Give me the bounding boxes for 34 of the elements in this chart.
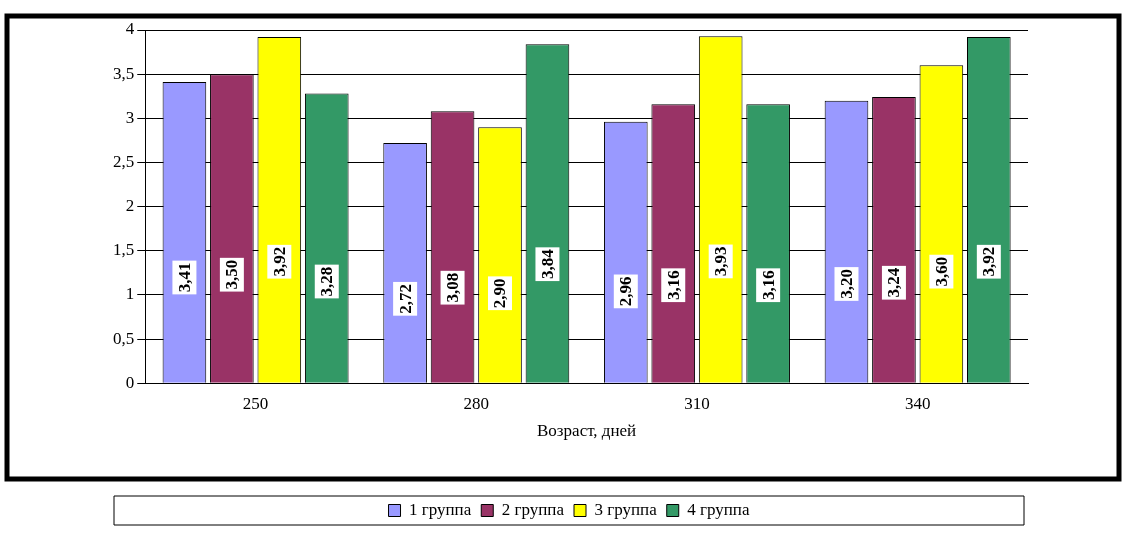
data-label: 3,28 <box>317 266 337 297</box>
x-tick-label: 280 <box>463 393 490 413</box>
y-tick-label: 1 <box>125 284 135 304</box>
legend-label: 2 группа <box>501 499 565 519</box>
data-label: 3,24 <box>884 267 904 298</box>
data-label: 3,20 <box>836 269 856 299</box>
x-tick-label: 340 <box>904 393 931 413</box>
y-tick-label: 0,5 <box>113 328 135 348</box>
legend-label: 4 группа <box>687 499 750 519</box>
legend-label: 3 группа <box>594 499 658 519</box>
data-label: 3,08 <box>442 272 462 303</box>
x-axis-title: Возраст, дней <box>537 421 637 441</box>
data-label: 3,93 <box>711 246 731 277</box>
y-tick-label: 0 <box>125 372 135 392</box>
data-label: 3,41 <box>174 262 194 293</box>
data-label: 2,72 <box>395 283 415 314</box>
x-tick-label: 250 <box>242 393 269 413</box>
data-label: 3,50 <box>222 259 242 290</box>
y-tick-label: 4 <box>125 19 135 39</box>
y-tick-label: 3 <box>125 107 135 127</box>
data-label: 3,60 <box>931 256 951 287</box>
y-tick-label: 2,5 <box>113 151 135 171</box>
legend-label: 1 группа <box>409 499 472 519</box>
data-label: 3,16 <box>663 270 683 301</box>
data-label: 3,84 <box>537 248 557 280</box>
x-tick-label: 310 <box>684 393 710 413</box>
y-tick-label: 3,5 <box>113 63 135 83</box>
data-label: 3,92 <box>269 246 289 277</box>
data-label: 3,92 <box>979 246 999 277</box>
y-tick-label: 2 <box>125 196 135 216</box>
data-label: 2,96 <box>616 276 636 307</box>
data-label: 3,16 <box>758 270 778 301</box>
data-label: 2,90 <box>490 278 510 309</box>
y-tick-label: 1,5 <box>113 240 135 260</box>
